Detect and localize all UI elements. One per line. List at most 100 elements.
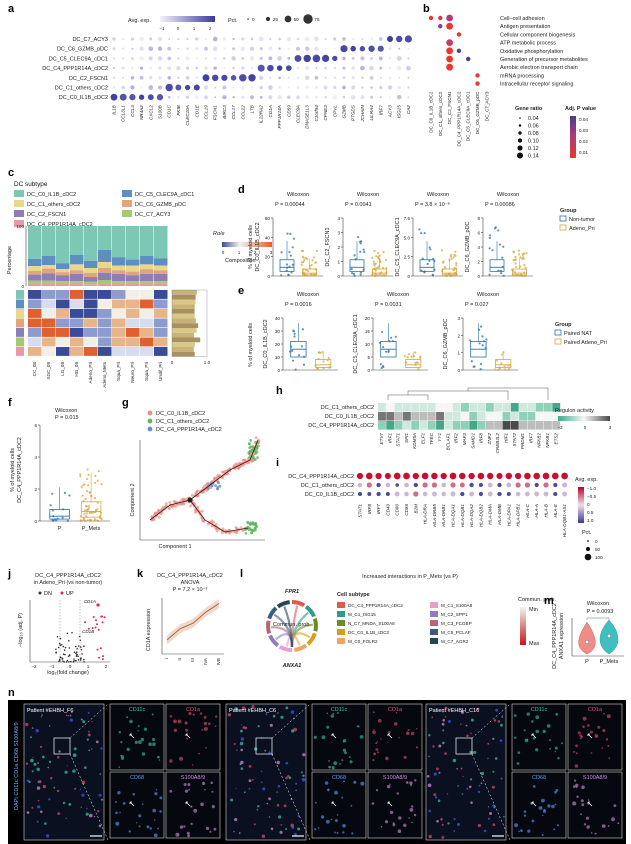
j-point (63, 649, 66, 651)
n-cell-signal (88, 730, 90, 733)
n-channel-signal (527, 829, 531, 833)
j-point (60, 656, 62, 659)
a-dot (389, 96, 391, 99)
n-channel-signal (198, 752, 201, 755)
c-subtype-swatch (122, 200, 132, 207)
e-point (382, 346, 385, 349)
n-channel-signal (138, 814, 142, 818)
e-ytick: 40 (275, 316, 281, 321)
h-heat-cell (494, 412, 503, 421)
c-heat-row-swatch (16, 290, 24, 299)
a-gene-label: PTGDS (351, 104, 356, 121)
n-cell-signal (227, 713, 232, 717)
n-cell-signal (492, 823, 496, 826)
g-cell-point (255, 446, 259, 450)
n-channel-signal (157, 755, 160, 759)
f-point (86, 519, 89, 522)
e-ytick: 15 (365, 329, 371, 334)
d-ytick: 0 (267, 274, 270, 279)
h-legend-tick: −3 (557, 425, 563, 430)
h-dendrogram (387, 387, 549, 400)
n-cell-signal (239, 763, 242, 766)
n-cell-signal (38, 780, 42, 784)
h-tf-labels: ETV7 IRF1 STAT1 SPI1 KDM5A ELF1 TFEC YY1 BCLAF1 I… (379, 432, 558, 453)
g-cell-point (157, 508, 160, 512)
n-cell-signal (285, 706, 289, 710)
d-point (455, 262, 458, 265)
c-heat-cell (112, 337, 126, 347)
a-gene-label: IRF7 (378, 105, 383, 115)
n-cell-signal (53, 786, 56, 789)
a-dot (177, 57, 180, 60)
g-cell-point (172, 504, 176, 507)
f-point (99, 511, 103, 514)
n-channel-signal (414, 779, 417, 782)
i-dot (562, 491, 568, 497)
g-cell-point (168, 501, 172, 504)
n-cell-signal (42, 784, 46, 789)
d-point (373, 249, 376, 253)
e-point (481, 344, 484, 347)
e-pvalue: P = 0.0031 (375, 302, 402, 308)
n-channel-signal (554, 790, 557, 794)
h-heat-cell (494, 421, 503, 430)
a-dot (304, 75, 310, 81)
j-point (78, 635, 81, 638)
c-heat-cell (42, 309, 56, 318)
n-channel-signal (373, 729, 375, 731)
c-stack-segment (70, 274, 84, 282)
b-dot (438, 24, 443, 29)
n-zoom-line (69, 703, 109, 739)
e-ytick: 2 (457, 333, 460, 338)
n-channel-signal (191, 764, 194, 766)
n-cell-signal (288, 776, 292, 779)
h-tf-label: TFEC (429, 432, 434, 445)
n-cell-signal (480, 771, 485, 776)
a-gene-label: CCL17 (231, 105, 236, 120)
f-point (90, 494, 93, 497)
i-dot (384, 472, 391, 480)
n-cell-signal (70, 711, 73, 714)
d-point (523, 274, 527, 278)
n-channel-signal (409, 781, 413, 785)
d-point (513, 271, 517, 274)
c-composition-bar: 0 1.0 (171, 289, 211, 365)
h-heat-cell (436, 421, 444, 430)
n-cell-signal (447, 720, 451, 723)
h-heat-cell (469, 412, 478, 421)
e-point (507, 368, 510, 371)
panel-label-l: l (240, 568, 243, 580)
a-dot (148, 56, 153, 61)
n-channel-signal (405, 731, 410, 736)
e-point (379, 363, 382, 366)
n-zoom-box (255, 737, 273, 755)
e-point (329, 366, 332, 369)
a-dot (296, 46, 300, 51)
i-pct-value: 50 (595, 547, 601, 552)
n-channel-signal (120, 754, 123, 757)
n-channel-signal (410, 731, 415, 736)
a-dot (223, 47, 226, 51)
g-cell-point (252, 456, 255, 459)
j-point (70, 660, 72, 663)
d-point (363, 250, 366, 254)
c-heat-cell (56, 309, 70, 318)
g-cell-point (252, 529, 255, 533)
h-heat-cell (477, 421, 486, 430)
n-cell-signal (257, 805, 260, 808)
e-ylabel: DC_C5_CLEC9A_cDC1 (353, 314, 359, 373)
f-xlabel: P_Mets (82, 526, 101, 532)
h-heat-cell (444, 412, 453, 421)
c-stack-segment (112, 226, 126, 258)
g-cell-point (202, 520, 206, 523)
n-cell-signal (269, 723, 273, 727)
a-dot (222, 95, 227, 100)
b-padj-colorbar (570, 116, 576, 158)
i-dot (404, 491, 409, 497)
n-cell-signal (301, 777, 306, 782)
d-point (374, 262, 377, 265)
c-stack-segment (98, 262, 112, 268)
c-comp-segment (172, 313, 195, 319)
c-stack-segment (28, 226, 42, 259)
b-dot (446, 39, 453, 46)
